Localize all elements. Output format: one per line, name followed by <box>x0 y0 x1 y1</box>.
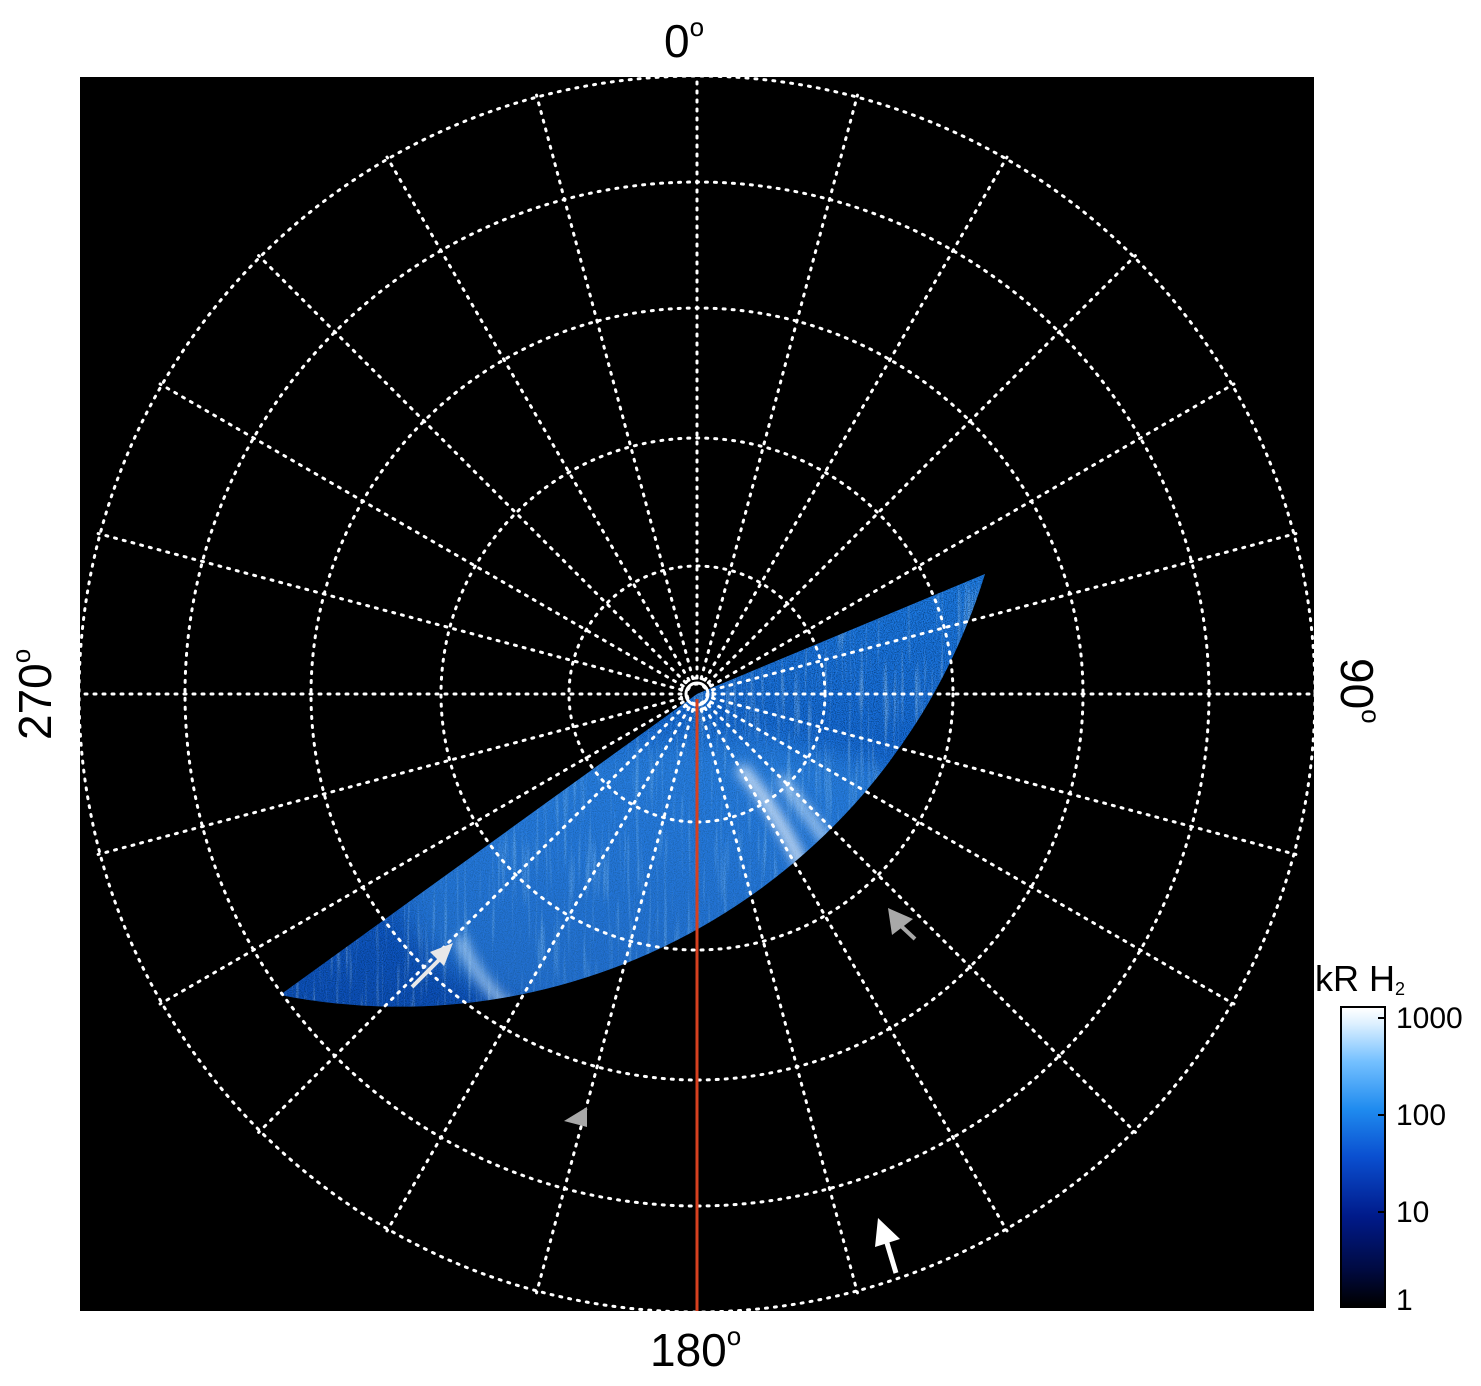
meridian-line <box>706 254 1137 685</box>
meridian-line <box>257 254 688 685</box>
meridian-line <box>96 696 684 856</box>
meridian-line <box>709 382 1236 688</box>
meridian-line <box>158 700 685 1006</box>
arrow-white-bottom <box>875 1218 900 1274</box>
meridian-line <box>699 707 859 1295</box>
meridian-line <box>709 700 1236 1006</box>
meridian-line <box>385 155 691 682</box>
colorbar-tick-label: 100 <box>1396 1099 1447 1132</box>
arrow-white-left <box>410 943 453 989</box>
meridian-line <box>710 532 1298 692</box>
meridian-line <box>96 532 684 692</box>
arrow-gray-right <box>888 908 917 941</box>
polar-projection-image <box>80 77 1314 1311</box>
colorbar-tick-label: 1 <box>1396 1284 1413 1317</box>
colorbar-tick-mark <box>1378 1017 1386 1019</box>
longitude-label-90: 90o <box>1331 658 1386 724</box>
colorbar <box>1340 1006 1386 1308</box>
meridian-line <box>703 155 1009 682</box>
colorbar-tick-label: 10 <box>1396 1196 1430 1229</box>
longitude-label-180: 180o <box>650 1321 742 1376</box>
meridian-line <box>385 706 691 1233</box>
longitude-label-0: 0o <box>664 12 705 67</box>
meridian-line <box>703 706 1009 1233</box>
meridian-line <box>257 703 688 1134</box>
colorbar-tick-label: 1000 <box>1396 1002 1463 1035</box>
meridian-line <box>158 382 685 688</box>
colorbar-title: kR H2 <box>1315 958 1406 999</box>
meridian-line <box>706 703 1137 1134</box>
latitude-circle <box>439 436 955 952</box>
meridian-line <box>710 696 1298 856</box>
arrow-gray-lower <box>564 1107 587 1127</box>
meridian-line <box>699 93 859 681</box>
meridian-line <box>535 707 695 1295</box>
colorbar-tick-mark <box>1378 1211 1386 1213</box>
longitude-label-270: 270o <box>6 648 61 740</box>
colorbar-tick-mark <box>1378 1114 1386 1116</box>
meridian-line <box>535 93 695 681</box>
